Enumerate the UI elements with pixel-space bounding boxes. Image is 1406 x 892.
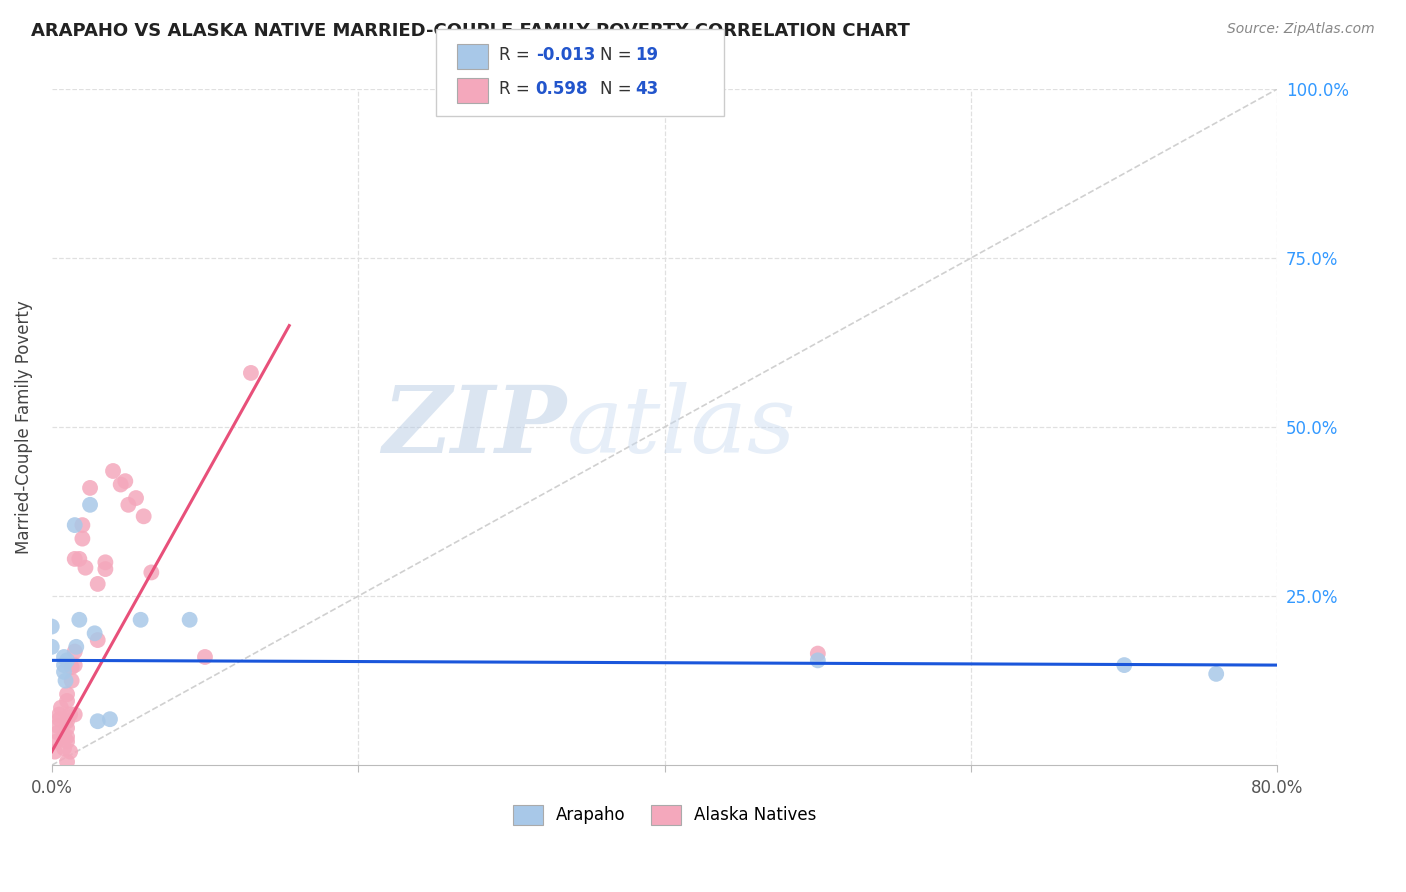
Point — [53, 665, 76, 679]
Point — [56, 730, 79, 744]
Point — [1114, 658, 1136, 673]
Text: R =: R = — [499, 80, 536, 98]
Point — [101, 464, 124, 478]
Text: R =: R = — [499, 46, 536, 64]
Point — [194, 650, 217, 665]
Point — [117, 498, 139, 512]
Point — [46, 725, 69, 739]
Point — [63, 658, 86, 673]
Point — [807, 653, 830, 667]
Point — [75, 560, 97, 574]
Point — [44, 745, 66, 759]
Text: -0.013: -0.013 — [536, 46, 595, 64]
Point — [110, 477, 132, 491]
Point — [86, 577, 108, 591]
Point — [67, 613, 90, 627]
Point — [56, 653, 79, 667]
Point — [79, 481, 101, 495]
Y-axis label: Married-Couple Family Poverty: Married-Couple Family Poverty — [15, 301, 32, 554]
Point — [94, 562, 117, 576]
Point — [41, 640, 63, 654]
Point — [63, 644, 86, 658]
Point — [179, 613, 201, 627]
Point — [125, 491, 148, 505]
Point — [63, 552, 86, 566]
Point — [60, 673, 83, 688]
Point — [86, 633, 108, 648]
Point — [141, 566, 163, 580]
Text: ARAPAHO VS ALASKA NATIVE MARRIED-COUPLE FAMILY POVERTY CORRELATION CHART: ARAPAHO VS ALASKA NATIVE MARRIED-COUPLE … — [31, 22, 910, 40]
Point — [56, 734, 79, 748]
Point — [45, 734, 67, 748]
Text: 19: 19 — [636, 46, 658, 64]
Point — [67, 552, 90, 566]
Point — [56, 687, 79, 701]
Point — [807, 647, 830, 661]
Point — [239, 366, 262, 380]
Point — [53, 730, 76, 744]
Point — [59, 745, 82, 759]
Point — [53, 650, 76, 665]
Point — [53, 741, 76, 756]
Point — [72, 532, 94, 546]
Point — [46, 719, 69, 733]
Point — [129, 613, 152, 627]
Text: N =: N = — [600, 80, 637, 98]
Point — [48, 707, 70, 722]
Text: 0.598: 0.598 — [536, 80, 588, 98]
Point — [53, 658, 76, 673]
Text: N =: N = — [600, 46, 637, 64]
Point — [79, 498, 101, 512]
Point — [63, 707, 86, 722]
Point — [41, 619, 63, 633]
Point — [132, 509, 155, 524]
Text: 43: 43 — [636, 80, 659, 98]
Point — [56, 694, 79, 708]
Point — [49, 700, 72, 714]
Point — [55, 673, 77, 688]
Point — [60, 660, 83, 674]
Legend: Arapaho, Alaska Natives: Arapaho, Alaska Natives — [506, 798, 823, 831]
Point — [48, 712, 70, 726]
Point — [59, 707, 82, 722]
Text: ZIP: ZIP — [382, 382, 567, 472]
Point — [98, 712, 121, 726]
Point — [94, 555, 117, 569]
Text: atlas: atlas — [567, 382, 796, 472]
Point — [63, 518, 86, 533]
Point — [56, 755, 79, 769]
Point — [83, 626, 105, 640]
Point — [86, 714, 108, 729]
Text: Source: ZipAtlas.com: Source: ZipAtlas.com — [1227, 22, 1375, 37]
Point — [56, 714, 79, 729]
Point — [65, 640, 87, 654]
Point — [56, 721, 79, 735]
Point — [114, 474, 136, 488]
Point — [1205, 666, 1227, 681]
Point — [72, 518, 94, 533]
